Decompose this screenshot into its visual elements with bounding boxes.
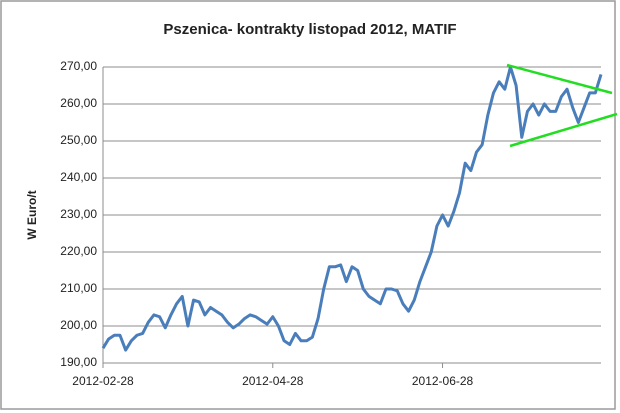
y-tick-label: 220,00 [60, 244, 97, 258]
trend-line-lower [509, 112, 618, 148]
y-axis-label: W Euro/t [25, 190, 39, 239]
y-tick-label: 250,00 [60, 133, 97, 147]
plot-area: 190,00 200,00 210,00 220,00 230,00 240,00 250,… [60, 59, 603, 388]
trend-line-upper [506, 63, 613, 95]
x-tick-label: 2012-06-28 [412, 374, 474, 388]
y-tick-label: 200,00 [60, 318, 97, 332]
y-tick-label: 260,00 [60, 96, 97, 110]
x-tick-label: 2012-04-28 [242, 374, 304, 388]
chart-title: Pszenica- kontrakty listopad 2012, MATIF [163, 21, 456, 38]
y-tick-label: 190,00 [60, 355, 97, 369]
y-tick-label: 210,00 [60, 281, 97, 295]
price-line [101, 65, 603, 352]
y-tick-label: 240,00 [60, 170, 97, 184]
x-tick-label: 2012-02-28 [72, 374, 134, 388]
y-tick-label: 270,00 [60, 59, 97, 73]
y-tick-label: 230,00 [60, 207, 97, 221]
